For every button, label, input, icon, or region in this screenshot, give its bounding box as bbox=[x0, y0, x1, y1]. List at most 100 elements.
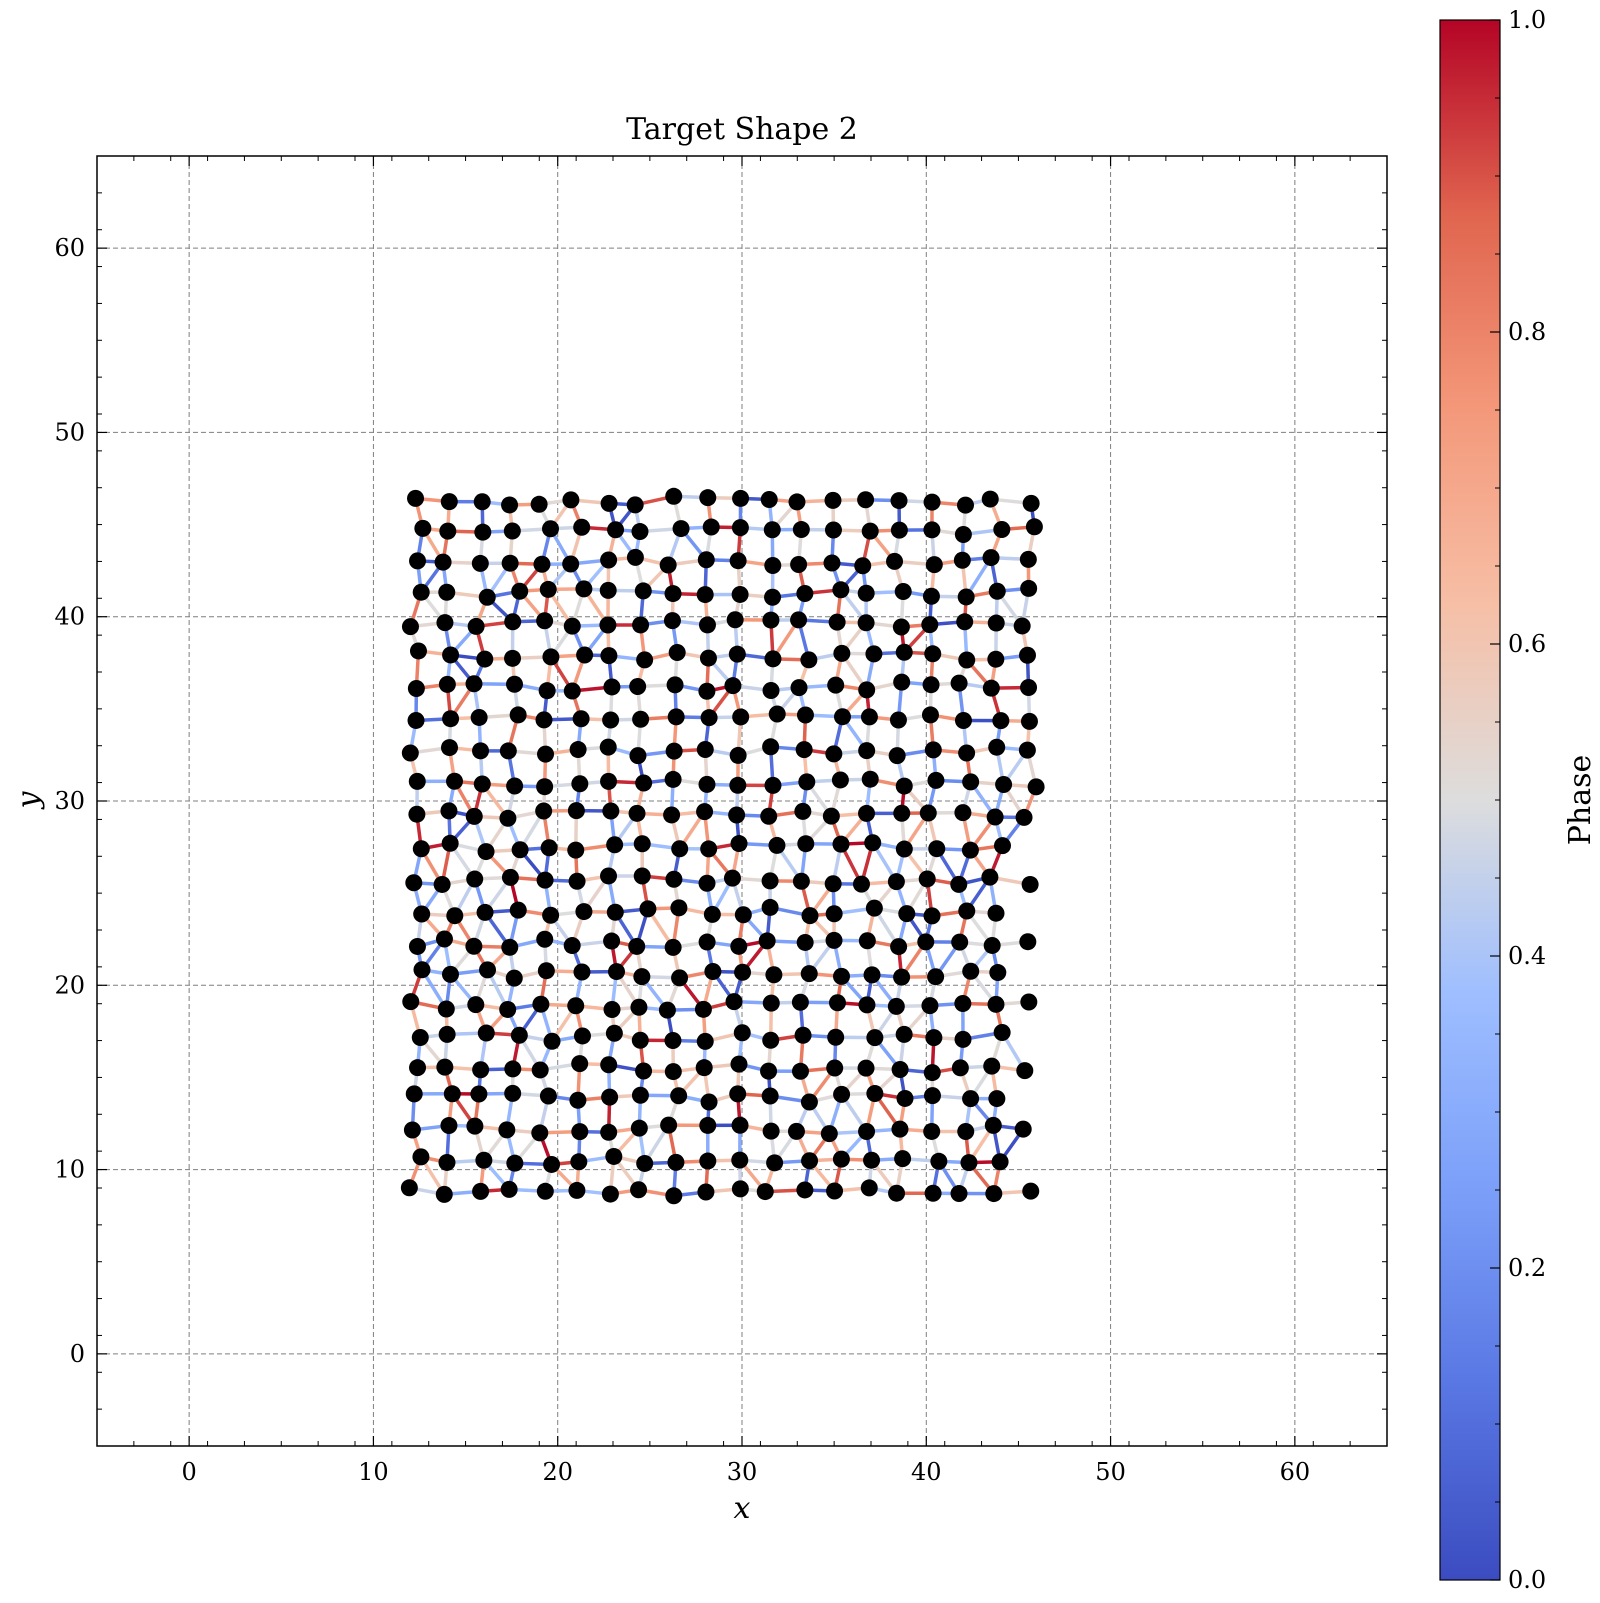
lattice-node bbox=[762, 738, 780, 756]
lattice-node bbox=[981, 490, 999, 508]
lattice-node bbox=[889, 711, 907, 729]
colorbar-tick-label: 1.0 bbox=[1508, 6, 1546, 34]
lattice-node bbox=[575, 580, 593, 598]
lattice-node bbox=[726, 611, 744, 629]
lattice-node bbox=[401, 744, 419, 762]
lattice-node bbox=[600, 867, 618, 885]
lattice-node bbox=[796, 1181, 814, 1199]
lattice-node bbox=[762, 994, 780, 1012]
lattice-node bbox=[760, 1062, 778, 1080]
lattice-node bbox=[796, 933, 814, 951]
lattice-node bbox=[665, 742, 683, 760]
lattice-node bbox=[501, 868, 519, 886]
lattice-node bbox=[732, 708, 750, 726]
lattice-node bbox=[433, 875, 451, 893]
lattice-node bbox=[601, 1185, 619, 1203]
lattice-node bbox=[923, 1087, 941, 1105]
lattice-node bbox=[626, 496, 644, 514]
lattice-node bbox=[506, 675, 524, 693]
lattice-node bbox=[632, 616, 650, 634]
lattice-node bbox=[982, 679, 1000, 697]
lattice-node bbox=[665, 487, 683, 505]
x-tick-label: 40 bbox=[911, 1458, 942, 1486]
lattice-node bbox=[730, 835, 748, 853]
lattice-node bbox=[407, 680, 425, 698]
lattice-node bbox=[600, 647, 618, 665]
lattice-node bbox=[961, 841, 979, 859]
lattice-node bbox=[477, 1024, 495, 1042]
lattice-node bbox=[790, 611, 808, 629]
lattice-node bbox=[694, 1000, 712, 1018]
lattice-node bbox=[764, 588, 782, 606]
lattice-node bbox=[600, 494, 618, 512]
lattice-node bbox=[790, 556, 808, 574]
lattice-node bbox=[1020, 678, 1038, 696]
lattice-node bbox=[887, 997, 905, 1015]
lattice-node bbox=[950, 1185, 968, 1203]
lattice-node bbox=[631, 523, 649, 541]
lattice-node bbox=[639, 900, 657, 918]
lattice-node bbox=[504, 649, 522, 667]
lattice-node bbox=[792, 521, 810, 539]
lattice-node bbox=[699, 1152, 717, 1170]
lattice-node bbox=[928, 840, 946, 858]
lattice-node bbox=[536, 871, 554, 889]
colorbar-ticks: 0.0 0.2 0.4 0.6 0.8 1.0 bbox=[1490, 6, 1546, 1594]
lattice-node bbox=[1018, 741, 1036, 759]
lattice-node bbox=[702, 518, 720, 536]
lattice-node bbox=[860, 708, 878, 726]
lattice-node bbox=[543, 1155, 561, 1173]
lattice-node bbox=[723, 869, 741, 887]
lattice-node bbox=[570, 1153, 588, 1171]
lattice-node bbox=[435, 1185, 453, 1203]
lattice-node bbox=[725, 993, 743, 1011]
lattice-node bbox=[762, 1122, 780, 1140]
lattice-node bbox=[699, 489, 717, 507]
lattice-node bbox=[402, 993, 420, 1011]
lattice-node bbox=[1019, 550, 1037, 568]
lattice-node bbox=[987, 995, 1005, 1013]
lattice-node bbox=[832, 581, 850, 599]
lattice-node bbox=[576, 646, 594, 664]
lattice-node bbox=[698, 874, 716, 892]
lattice-node bbox=[563, 617, 581, 635]
lattice-node bbox=[764, 556, 782, 574]
lattice-node bbox=[921, 997, 939, 1015]
lattice-node bbox=[659, 556, 677, 574]
lattice-node bbox=[797, 835, 815, 853]
lattice-node bbox=[858, 742, 876, 760]
lattice-node bbox=[833, 644, 851, 662]
lattice-node bbox=[602, 802, 620, 820]
lattice-node bbox=[536, 778, 554, 796]
lattice-node bbox=[1022, 1182, 1040, 1200]
lattice-node bbox=[663, 612, 681, 630]
lattice-node bbox=[635, 774, 653, 792]
lattice-node bbox=[471, 554, 489, 572]
lattice-node bbox=[439, 522, 457, 540]
lattice-node bbox=[762, 1031, 780, 1049]
y-tick-label: 40 bbox=[54, 603, 85, 631]
lattice-node bbox=[571, 1123, 589, 1141]
lattice-node bbox=[854, 557, 872, 575]
lattice-node bbox=[762, 682, 780, 700]
lattice-node bbox=[600, 551, 618, 569]
lattice-node bbox=[626, 548, 644, 566]
lattice-node bbox=[923, 493, 941, 511]
lattice-node bbox=[403, 1121, 421, 1139]
lattice-node bbox=[440, 802, 458, 820]
lattice-node bbox=[506, 1154, 524, 1172]
lattice-node bbox=[630, 1119, 648, 1137]
lattice-node bbox=[826, 1059, 844, 1077]
lattice-node bbox=[603, 678, 621, 696]
lattice-node bbox=[857, 1059, 875, 1077]
y-tick-label: 50 bbox=[54, 418, 85, 446]
lattice-node bbox=[696, 740, 714, 758]
lattice-node bbox=[474, 523, 492, 541]
lattice-node bbox=[631, 1031, 649, 1049]
y-tick-label: 10 bbox=[54, 1156, 85, 1184]
lattice-node bbox=[660, 1116, 678, 1134]
lattice-node bbox=[1014, 1120, 1032, 1138]
lattice-node bbox=[475, 1151, 493, 1169]
lattice-node bbox=[603, 932, 621, 950]
lattice-node bbox=[731, 519, 749, 537]
